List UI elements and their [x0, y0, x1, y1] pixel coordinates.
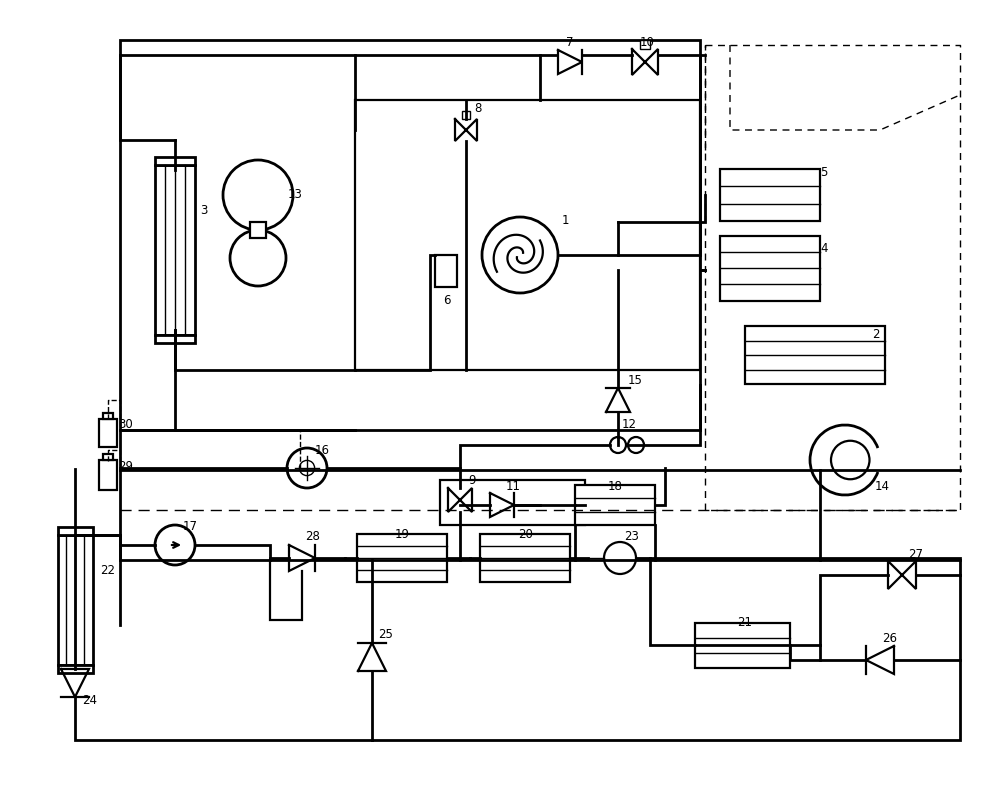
Circle shape — [155, 525, 195, 565]
Text: 5: 5 — [820, 166, 827, 180]
Circle shape — [610, 437, 626, 453]
Bar — [455, 480, 465, 488]
Bar — [745, 326, 885, 384]
Bar — [155, 165, 195, 335]
Bar — [58, 535, 92, 665]
Text: 17: 17 — [183, 520, 198, 534]
Text: 8: 8 — [474, 101, 481, 115]
Text: 6: 6 — [443, 294, 450, 306]
Text: 16: 16 — [315, 444, 330, 457]
Circle shape — [604, 542, 636, 574]
Bar — [480, 534, 570, 582]
Circle shape — [628, 437, 644, 453]
Bar — [720, 169, 820, 221]
Circle shape — [482, 217, 558, 293]
Text: 11: 11 — [506, 480, 521, 494]
Bar — [58, 527, 92, 535]
Bar — [694, 623, 790, 667]
Bar — [58, 665, 92, 673]
Text: 13: 13 — [288, 188, 303, 202]
Text: 19: 19 — [395, 528, 410, 542]
Bar — [720, 236, 820, 301]
Bar — [250, 222, 266, 238]
Bar — [355, 100, 700, 370]
Text: 10: 10 — [640, 35, 655, 49]
Bar — [640, 40, 650, 49]
Text: 15: 15 — [628, 374, 643, 386]
Text: 28: 28 — [305, 531, 320, 543]
Bar — [435, 255, 457, 287]
Text: 18: 18 — [608, 480, 623, 494]
Text: 9: 9 — [468, 473, 476, 487]
Text: 1: 1 — [562, 214, 570, 227]
Bar — [120, 40, 700, 430]
Text: 12: 12 — [622, 418, 637, 432]
Bar — [440, 480, 585, 525]
Text: 30: 30 — [118, 418, 133, 430]
Bar — [357, 534, 447, 582]
Text: 22: 22 — [100, 564, 115, 576]
Bar — [155, 335, 195, 343]
Bar — [462, 111, 470, 119]
Circle shape — [831, 440, 870, 480]
Text: 24: 24 — [82, 693, 97, 706]
Bar — [103, 414, 113, 419]
Text: 4: 4 — [820, 242, 828, 254]
Text: 2: 2 — [872, 328, 880, 341]
Circle shape — [287, 448, 327, 488]
Text: 3: 3 — [200, 203, 207, 217]
Circle shape — [230, 230, 286, 286]
Bar — [575, 485, 655, 525]
Circle shape — [223, 160, 293, 230]
Text: 26: 26 — [882, 631, 897, 644]
Bar — [155, 157, 195, 165]
Circle shape — [299, 460, 315, 476]
Text: 20: 20 — [518, 528, 533, 542]
Text: 14: 14 — [875, 480, 890, 492]
Text: 29: 29 — [118, 459, 133, 473]
Bar — [99, 419, 117, 447]
Text: 23: 23 — [624, 531, 639, 543]
Text: 25: 25 — [378, 629, 393, 641]
Text: 27: 27 — [908, 547, 923, 560]
Text: 21: 21 — [737, 615, 752, 629]
Bar — [103, 454, 113, 460]
Text: 7: 7 — [566, 35, 574, 49]
Bar — [99, 460, 117, 490]
